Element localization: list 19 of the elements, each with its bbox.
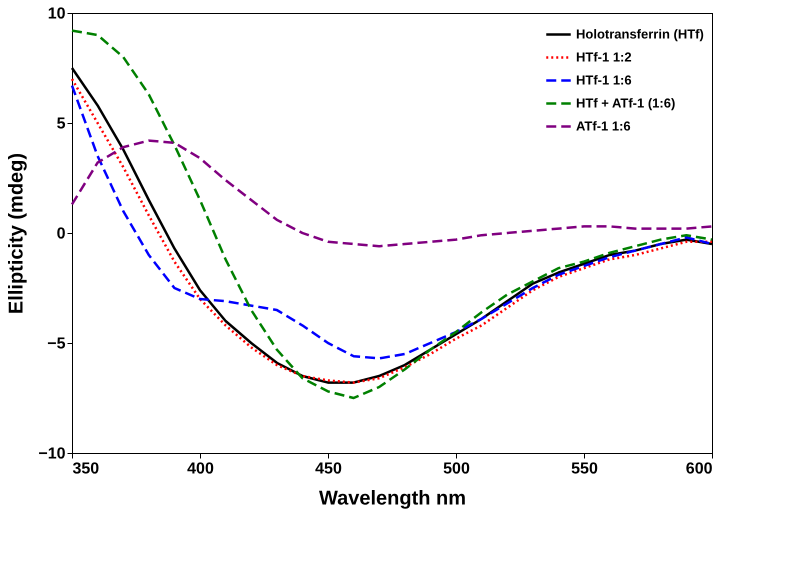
x-tick-label: 500 bbox=[443, 460, 470, 478]
y-axis-title: Ellipticity (mdeg) bbox=[5, 152, 28, 314]
legend-label: ATf-1 1:6 bbox=[576, 118, 631, 134]
y-tick-label: −10 bbox=[38, 446, 66, 462]
x-tick-label: 400 bbox=[187, 460, 214, 478]
y-tick-label: 5 bbox=[56, 116, 66, 132]
y-tick-label: 0 bbox=[56, 226, 66, 242]
x-tick-label: 600 bbox=[686, 460, 713, 478]
y-tick-label: 10 bbox=[48, 6, 66, 22]
y-tick-label: −5 bbox=[47, 336, 66, 352]
line-series bbox=[70, 139, 714, 248]
legend-label: HTf-1 1:6 bbox=[576, 72, 632, 88]
x-tick-label: 550 bbox=[571, 460, 598, 478]
legend-label: Holotransferrin (HTf) bbox=[576, 26, 704, 42]
x-axis-title: Wavelength nm bbox=[318, 488, 466, 510]
legend-label: HTf-1 1:2 bbox=[576, 50, 632, 64]
legend-label: HTf + ATf-1 (1:6) bbox=[576, 96, 676, 110]
x-tick-label: 450 bbox=[315, 460, 342, 478]
x-tick-label: 350 bbox=[72, 460, 100, 478]
